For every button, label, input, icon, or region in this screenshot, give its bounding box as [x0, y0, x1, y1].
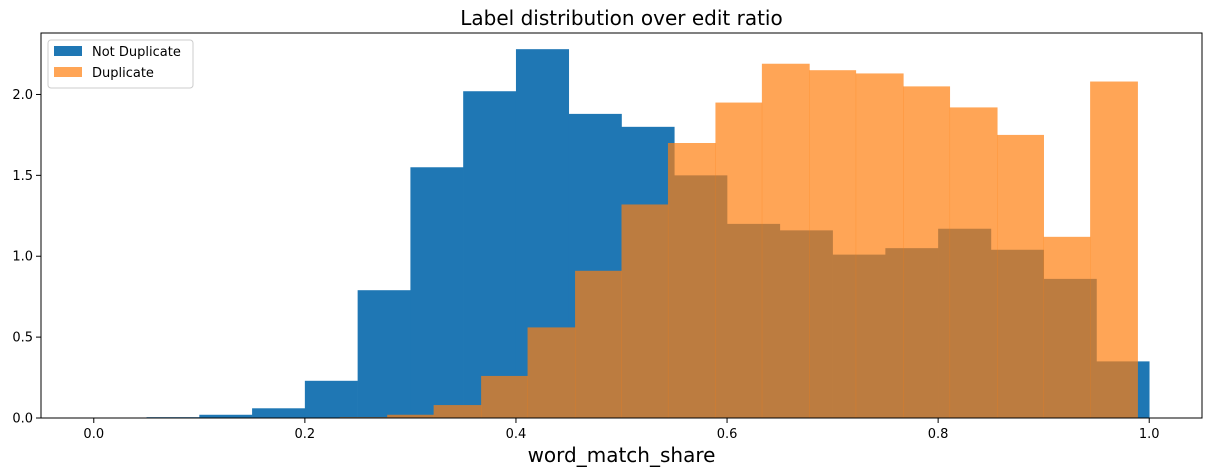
y-tick-label: 1.0: [12, 250, 33, 265]
x-tick-label: 0.0: [83, 427, 104, 442]
chart-title: Label distribution over edit ratio: [460, 6, 782, 30]
legend: Not Duplicate Duplicate: [47, 39, 194, 89]
bar: [667, 143, 716, 418]
bar: [481, 375, 528, 418]
y-tick-label: 1.5: [12, 169, 33, 184]
series-duplicate: [339, 63, 1138, 419]
bar: [357, 290, 411, 418]
x-tick-label: 0.8: [928, 427, 949, 442]
bar: [463, 91, 517, 418]
bar: [433, 405, 482, 418]
bar: [252, 408, 306, 418]
bar: [387, 414, 434, 418]
bar: [527, 327, 576, 418]
x-axis-label: word_match_share: [528, 443, 716, 467]
x-tick-label: 0.2: [295, 427, 316, 442]
y-tick-label: 2.0: [12, 88, 33, 103]
bar: [410, 167, 464, 418]
y-tick-label: 0.0: [12, 412, 33, 427]
legend-label: Not Duplicate: [92, 45, 181, 60]
bar: [903, 86, 951, 418]
x-tick-label: 0.6: [717, 427, 738, 442]
bar: [855, 73, 904, 419]
bar: [304, 380, 358, 418]
bar: [1090, 81, 1138, 418]
legend-label: Duplicate: [92, 66, 154, 81]
x-tick-label: 0.4: [506, 427, 527, 442]
bar: [199, 414, 253, 418]
bar: [809, 70, 857, 419]
bar: [761, 63, 810, 419]
bar: [715, 102, 763, 418]
legend-swatch: [54, 46, 82, 56]
bar: [1043, 236, 1091, 418]
y-tick-label: 0.5: [12, 331, 33, 346]
bar: [997, 134, 1044, 419]
bar: [621, 204, 669, 418]
legend-box: [47, 39, 194, 89]
bar: [575, 270, 622, 418]
legend-swatch: [54, 67, 82, 77]
x-tick-label: 1.0: [1139, 427, 1160, 442]
plot-area: 0.0 0.2 0.4 0.6 0.8 1.0 0.0 0.5 1.0 1.5 2.0 Not Dup…: [12, 32, 1203, 442]
bar: [949, 107, 998, 418]
plot-frame: [40, 32, 1203, 419]
